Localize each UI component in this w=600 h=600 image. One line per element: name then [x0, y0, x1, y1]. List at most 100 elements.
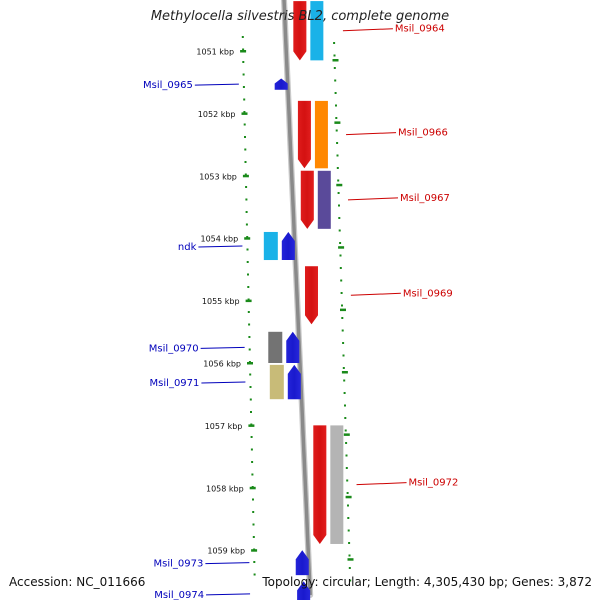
slot-dot [335, 117, 338, 119]
slot-dot [335, 104, 337, 107]
kbp-tick-label: 1055 kbp [202, 297, 240, 306]
gene-msil-0965-shade [274, 78, 288, 90]
kbp-tick-label: 1051 kbp [196, 48, 234, 57]
slot-dot [347, 504, 349, 507]
slot-dot [252, 511, 255, 513]
slot-dot [249, 386, 252, 388]
kbp-tick-label: 1058 kbp [206, 484, 244, 493]
leader-msil-0964 [342, 28, 393, 32]
label-msil-0969: Msil_0969 [403, 288, 453, 299]
kbp-tick-label: 1053 kbp [199, 172, 237, 181]
gene-msil-0971-shade [287, 364, 301, 400]
slot-dot [346, 492, 349, 494]
kbp-tick-mark [242, 174, 249, 178]
label-msil-0973: Msil_0973 [154, 559, 204, 570]
label-ndk: ndk [178, 242, 197, 253]
kbp-tick-mark [345, 495, 352, 499]
slot-dot [336, 142, 339, 144]
leader-msil-0969 [350, 292, 401, 296]
slot-dot [341, 317, 344, 319]
slot-dot [336, 167, 339, 169]
slot-dot [244, 173, 247, 176]
slot-dot [243, 111, 246, 113]
slot-dot [244, 148, 247, 151]
slot-dot [248, 323, 251, 326]
label-msil-0967: Msil_0967 [400, 193, 450, 204]
slot-dot [248, 336, 251, 338]
leader-msil-0972 [356, 482, 407, 486]
kbp-tick-mark [244, 237, 251, 240]
cog-msil-0971 [269, 364, 284, 400]
kbp-tick-mark [336, 183, 343, 187]
kbp-tick-mark [340, 308, 346, 312]
slot-dot [338, 204, 340, 207]
slot-dot [243, 123, 246, 126]
slot-dot [345, 467, 348, 469]
slot-dot [242, 61, 245, 63]
slot-dot [244, 136, 246, 138]
slot-dot [347, 517, 350, 519]
gene-msil-0974-shade [297, 581, 311, 600]
slot-dot [247, 273, 249, 276]
slot-dot [247, 286, 250, 288]
label-msil-0974: Msil_0974 [154, 590, 204, 600]
label-msil-0966: Msil_0966 [398, 128, 448, 139]
gene-msil-0972-shade [313, 425, 327, 544]
cog-msil-0972 [330, 425, 344, 544]
kbp-tick-label: 1059 kbp [207, 547, 245, 556]
leader-msil-0970 [200, 346, 245, 349]
slot-dot [246, 248, 249, 251]
slot-dot [242, 48, 245, 51]
slot-dot [344, 429, 347, 432]
label-msil-0970: Msil_0970 [149, 343, 199, 354]
page-title: Methylocella silvestris BL2, complete ge… [150, 9, 450, 24]
slot-dot [336, 154, 339, 157]
slot-dot [249, 373, 252, 376]
leader-msil-0971 [201, 381, 246, 384]
slot-dot [249, 398, 252, 401]
slot-dot [242, 86, 245, 88]
gene-tracks [263, 1, 344, 600]
slot-dot [345, 454, 348, 457]
gene-msil-0969-shade [304, 266, 318, 325]
slot-dot [338, 229, 341, 232]
genome-backbone [281, 0, 314, 598]
slot-dot [344, 404, 346, 407]
slot-dot [348, 542, 351, 544]
kbp-tick-mark [240, 50, 247, 53]
slot-dot [253, 561, 256, 563]
backbone-line [282, 0, 312, 596]
slot-dot [241, 36, 244, 38]
cog-msil-0967 [317, 170, 331, 229]
slot-dot [242, 73, 245, 76]
kbp-tick-label: 1052 kbp [198, 110, 236, 119]
slot-dot [346, 479, 349, 482]
slot-dot [342, 367, 345, 369]
slot-dot [344, 417, 347, 419]
cog-msil-0970 [268, 331, 283, 363]
slot-dot [348, 554, 351, 557]
kbp-tick-mark [334, 121, 341, 124]
kbp-tick-label: 1056 kbp [203, 360, 241, 369]
slot-dot [252, 536, 255, 538]
genome-summary-text: Topology: circular; Length: 4,305,430 bp… [262, 575, 592, 589]
kbp-tick-mark [247, 362, 253, 365]
slot-dot [333, 67, 336, 69]
kbp-tick-mark [338, 246, 345, 249]
cog-msil-0964 [310, 1, 324, 61]
kbp-tick-mark [341, 371, 348, 374]
slot-dot [248, 348, 251, 351]
slot-dot [246, 236, 249, 238]
leader-ndk [198, 245, 243, 248]
slot-dot [334, 79, 337, 82]
kbp-tick-label: 1057 kbp [205, 422, 243, 431]
leader-msil-0967 [347, 197, 399, 201]
gene-msil-0966-shade [297, 100, 311, 169]
slot-dot [337, 192, 340, 194]
slot-dot [251, 473, 254, 476]
slot-dot [244, 161, 247, 163]
kbp-scale: 1051 kbp 1052 kbp 1053 kbp 1054 kbp 1055 kbp… [196, 48, 354, 561]
gene-ndk-shade [281, 231, 295, 261]
gene-msil-0967-shade [300, 170, 314, 229]
leader-msil-0966 [346, 132, 397, 136]
